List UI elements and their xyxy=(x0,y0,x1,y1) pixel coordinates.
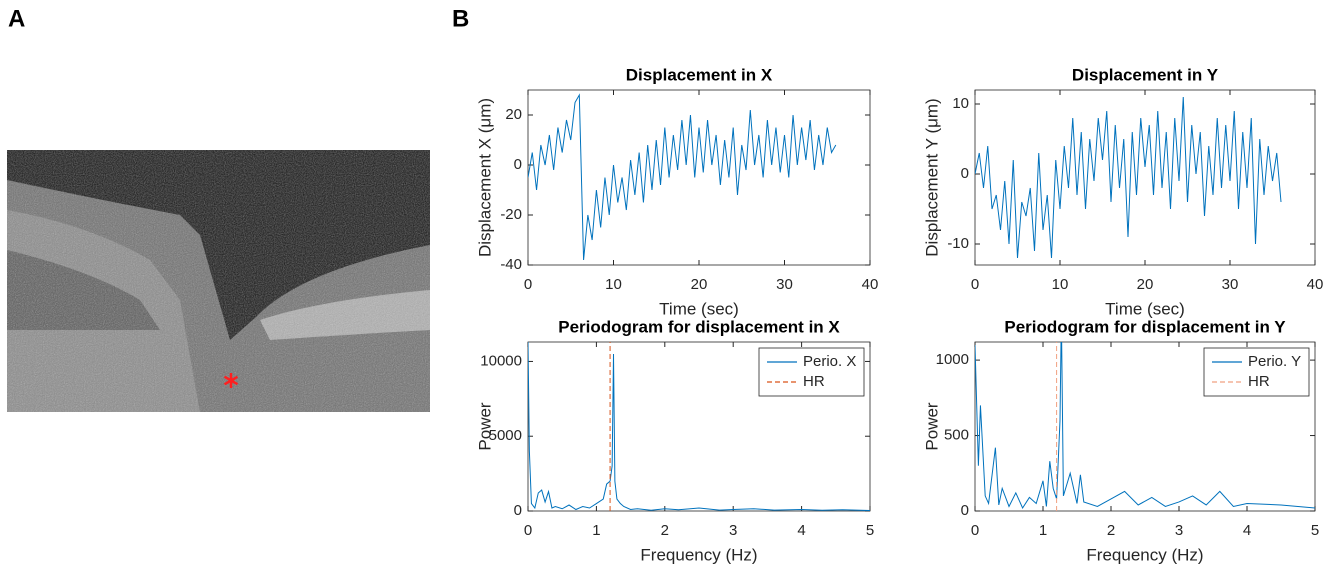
x-tick-label: 20 xyxy=(1137,276,1154,293)
y-tick-label: 0 xyxy=(961,502,969,519)
y-tick-label: 0 xyxy=(961,165,969,182)
y-tick-label: 500 xyxy=(944,427,969,444)
x-tick-label: 0 xyxy=(971,276,979,293)
x-tick-label: 4 xyxy=(797,522,805,539)
chart-title: Displacement in X xyxy=(626,65,773,84)
x-axis-label: Time (sec) xyxy=(1105,299,1185,318)
x-tick-label: 3 xyxy=(1175,522,1183,539)
x-tick-label: 40 xyxy=(1307,276,1324,293)
panel-label: A xyxy=(8,5,25,32)
series-line xyxy=(528,93,837,261)
y-tick-label: 5000 xyxy=(489,427,522,444)
y-tick-label: 0 xyxy=(514,156,522,173)
y-tick-label: 20 xyxy=(505,106,522,123)
x-tick-label: 5 xyxy=(866,522,874,539)
y-axis-label: Displacement X (μm) xyxy=(475,98,494,257)
x-tick-label: 4 xyxy=(1243,522,1251,539)
x-axis-label: Time (sec) xyxy=(659,299,739,318)
y-tick-label: -20 xyxy=(500,206,522,223)
legend-label: Perio. Y xyxy=(1248,353,1301,370)
y-axis-label: Power xyxy=(922,402,941,451)
legend-label: Perio. X xyxy=(803,353,856,370)
chart-title: Periodogram for displacement in Y xyxy=(1004,317,1286,336)
legend-label: HR xyxy=(803,373,825,390)
chart: 0 1 2 3 4 5 0 500 1000 Periodogram for displaceme… xyxy=(922,317,1319,564)
series-line xyxy=(975,96,1282,259)
chart: 0 10 20 30 40 -10 0 10 Displacement in Y Time (se… xyxy=(922,65,1323,318)
y-tick-label: 10 xyxy=(952,95,969,112)
x-tick-label: 3 xyxy=(729,522,737,539)
x-tick-label: 0 xyxy=(524,276,532,293)
x-tick-label: 30 xyxy=(1222,276,1239,293)
x-tick-label: 2 xyxy=(1107,522,1115,539)
legend-label: HR xyxy=(1248,373,1270,390)
plot-area xyxy=(527,89,871,266)
x-tick-label: 30 xyxy=(776,276,793,293)
legend-box xyxy=(1203,347,1310,397)
x-tick-label: 10 xyxy=(605,276,622,293)
x-tick-label: 5 xyxy=(1311,522,1319,539)
chart-title: Displacement in Y xyxy=(1072,65,1219,84)
panel-label: B xyxy=(452,5,469,32)
y-tick-label: -40 xyxy=(500,256,522,273)
oct-image xyxy=(7,150,430,412)
series-line xyxy=(528,342,870,511)
x-axis-label: Frequency (Hz) xyxy=(1086,545,1203,564)
x-tick-label: 20 xyxy=(691,276,708,293)
x-tick-label: 10 xyxy=(1052,276,1069,293)
chart-title: Periodogram for displacement in X xyxy=(558,317,840,336)
y-tick-label: 10000 xyxy=(480,352,522,369)
y-tick-label: -10 xyxy=(947,235,969,252)
chart: 0 10 20 30 40 -40 -20 0 20 Displacement in X Time … xyxy=(475,65,878,318)
x-axis-label: Frequency (Hz) xyxy=(640,545,757,564)
marker xyxy=(223,373,239,388)
x-tick-label: 1 xyxy=(1039,522,1047,539)
x-tick-label: 1 xyxy=(592,522,600,539)
plot-area xyxy=(974,89,1316,266)
x-tick-label: 40 xyxy=(862,276,879,293)
y-tick-label: 0 xyxy=(514,502,522,519)
series-line xyxy=(975,342,1315,510)
x-tick-label: 0 xyxy=(971,522,979,539)
x-tick-label: 0 xyxy=(524,522,532,539)
legend-box xyxy=(758,347,865,397)
y-axis-label: Power xyxy=(475,402,494,451)
chart: 0 1 2 3 4 5 0 5000 10000 Periodogram for displace… xyxy=(475,317,874,564)
y-axis-label: Displacement Y (μm) xyxy=(922,98,941,256)
y-tick-label: 1000 xyxy=(936,351,969,368)
x-tick-label: 2 xyxy=(661,522,669,539)
